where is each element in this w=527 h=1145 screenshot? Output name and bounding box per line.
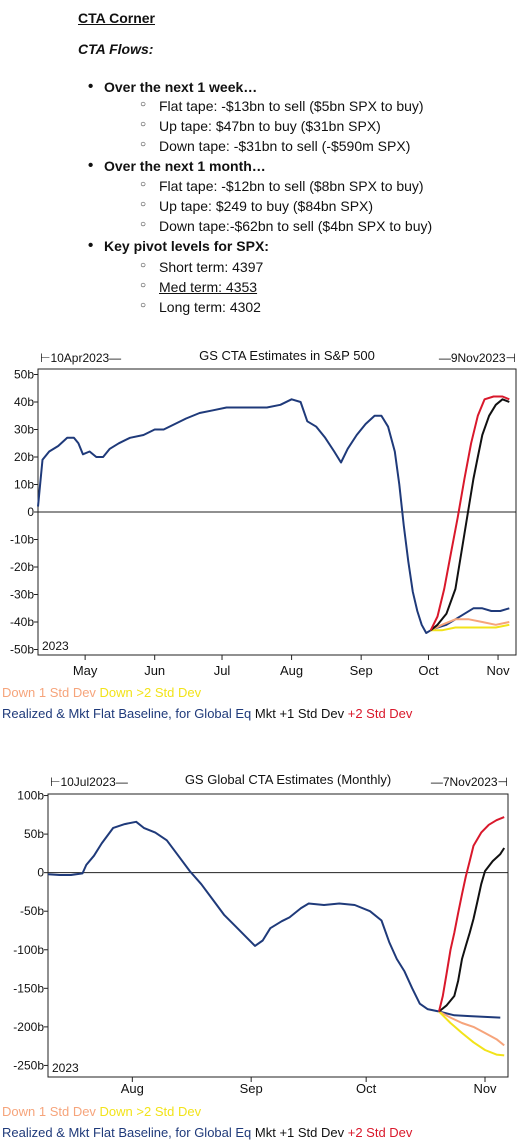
y-tick-label: 40b (14, 395, 34, 409)
section-title-1week: Over the next 1 week… (88, 78, 257, 95)
series-line (430, 398, 510, 632)
list-item: Flat tape: -$13bn to sell ($5bn SPX to b… (140, 98, 424, 114)
x-tick-label: Jul (214, 663, 231, 678)
legend-entry: Mkt +1 Std Dev (255, 706, 348, 721)
list-item: Long term: 4302 (140, 299, 261, 315)
chart-title: GS Global CTA Estimates (Monthly) (185, 772, 391, 787)
legend-row: Realized & Mkt Flat Baseline, for Global… (2, 706, 413, 721)
legend-entry: Down 1 Std Dev (2, 685, 100, 700)
series-line (430, 623, 510, 632)
legend-entry: Down >2 Std Dev (100, 685, 202, 700)
y-tick-label: -50b (10, 643, 34, 657)
list-item: Up tape: $47bn to buy ($31bn SPX) (140, 118, 381, 134)
y-tick-label: -40b (10, 615, 34, 629)
end-date-label: —7Nov2023⊣ (431, 775, 508, 789)
y-tick-label: -50b (20, 904, 44, 918)
y-tick-label: -250b (13, 1058, 44, 1072)
x-tick-label: Jun (144, 663, 165, 678)
notes-subheading: CTA Flows: (78, 41, 154, 57)
notes-heading: CTA Corner (78, 10, 155, 26)
legend-entry: Realized & Mkt Flat Baseline, for Global… (2, 1125, 255, 1140)
series-line (430, 618, 510, 632)
y-tick-label: -200b (13, 1020, 44, 1034)
x-tick-label: Aug (121, 1081, 144, 1096)
legend-entry: Mkt +1 Std Dev (255, 1125, 348, 1140)
series-line (429, 395, 510, 631)
y-tick-label: 0 (27, 505, 34, 519)
y-tick-label: -10b (10, 533, 34, 547)
list-item: Down tape:-$62bn to sell ($4bn SPX to bu… (140, 218, 432, 234)
y-tick-label: 20b (14, 450, 34, 464)
end-date-label: —9Nov2023⊣ (439, 351, 516, 365)
series-line (37, 398, 510, 634)
list-item: Down tape: -$31bn to sell (-$590m SPX) (140, 138, 410, 154)
series-line (47, 820, 501, 1019)
x-tick-label: Nov (486, 663, 510, 678)
y-tick-label: -20b (10, 560, 34, 574)
plot-frame (47, 793, 509, 1078)
series-line (438, 816, 505, 1012)
y-tick-label: 0 (37, 866, 44, 880)
list-item: Flat tape: -$12bn to sell ($8bn SPX to b… (140, 178, 424, 194)
y-tick-label: -30b (10, 588, 34, 602)
list-item: Up tape: $249 to buy ($84bn SPX) (140, 198, 373, 214)
legend-row: Down 1 Std Dev Down >2 Std Dev (2, 1104, 202, 1119)
legend-entry: Down 1 Std Dev (2, 1104, 100, 1119)
x-tick-label: Sep (350, 663, 373, 678)
legend-entry: Down >2 Std Dev (100, 1104, 202, 1119)
x-tick-label: May (73, 663, 98, 678)
list-item: Med term: 4353 (140, 279, 257, 295)
legend-entry: +2 Std Dev (348, 706, 413, 721)
series-line (438, 1010, 505, 1047)
year-label: 2023 (42, 639, 69, 653)
y-tick-label: 50b (14, 368, 34, 382)
x-tick-label: Oct (418, 663, 439, 678)
y-tick-label: -100b (13, 943, 44, 957)
chart-cta-sp500: 50b 40b 30b 20b 10b 0 -10b -20b -30b -40b -50b May J… (2, 348, 517, 721)
section-title-1month: Over the next 1 month… (88, 157, 266, 174)
x-tick-label: Aug (280, 663, 303, 678)
chart-global-cta: 100b 50b 0 -50b -100b -150b -200b -250b Aug Sep Oc… (2, 772, 509, 1140)
legend-entry: +2 Std Dev (348, 1125, 413, 1140)
series-line (438, 1010, 505, 1057)
x-tick-label: Sep (240, 1081, 263, 1096)
start-date-label: ⊢10Jul2023— (50, 775, 128, 789)
x-tick-label: Oct (356, 1081, 377, 1096)
legend-entry: Realized & Mkt Flat Baseline, for Global… (2, 706, 255, 721)
series-line (438, 847, 506, 1013)
y-tick-label: 30b (14, 423, 34, 437)
legend-row: Down 1 Std Dev Down >2 Std Dev (2, 685, 202, 700)
y-tick-label: 100b (17, 789, 44, 803)
y-tick-label: 50b (24, 827, 44, 841)
legend-row: Realized & Mkt Flat Baseline, for Global… (2, 1125, 413, 1140)
year-label: 2023 (52, 1061, 79, 1075)
y-tick-label: -150b (13, 981, 44, 995)
start-date-label: ⊢10Apr2023— (40, 351, 121, 365)
y-tick-label: 10b (14, 478, 34, 492)
chart-title: GS CTA Estimates in S&P 500 (199, 348, 375, 363)
section-title-pivots: Key pivot levels for SPX: (88, 237, 269, 254)
list-item: Short term: 4397 (140, 259, 263, 275)
x-tick-label: Nov (473, 1081, 497, 1096)
